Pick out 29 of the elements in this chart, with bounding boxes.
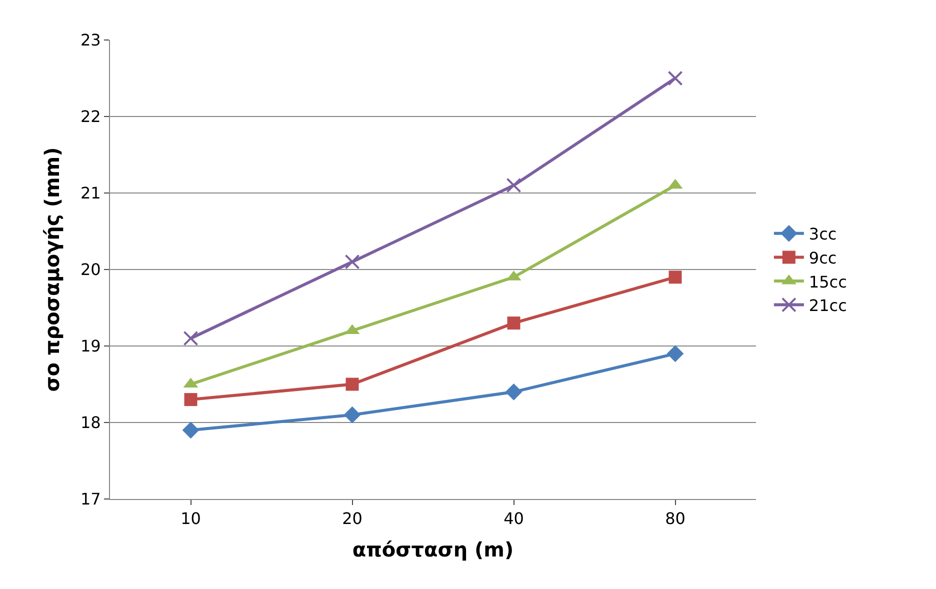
legend-label: 15cc	[808, 272, 847, 292]
y-axis-title: σο προσαμογής (mm)	[40, 147, 64, 392]
point	[182, 422, 200, 439]
point	[505, 383, 522, 400]
point	[344, 254, 360, 270]
x-axis-title: απόσταση (m)	[352, 538, 514, 562]
y-tick-label: 19	[80, 336, 101, 356]
point	[507, 316, 520, 330]
legend-label: 9cc	[808, 248, 837, 268]
x-tick-label: 10	[180, 509, 201, 528]
x-tick-label: 40	[504, 509, 524, 528]
y-tick-label: 23	[80, 30, 101, 50]
point	[344, 406, 361, 424]
y-tick-label: 17	[80, 490, 101, 509]
y-tick-label: 20	[80, 260, 101, 280]
point	[184, 393, 198, 406]
x-tick-label: 80	[665, 509, 686, 528]
point	[506, 178, 522, 193]
x-tick-label: 20	[342, 509, 362, 528]
point	[668, 70, 683, 86]
y-tick-label: 21	[80, 184, 101, 203]
point	[668, 270, 682, 284]
point	[666, 345, 684, 362]
y-tick-label: 22	[80, 107, 101, 126]
point	[183, 330, 198, 346]
legend-label: 3cc	[808, 224, 837, 244]
point	[346, 378, 359, 391]
legend-label: 21cc	[808, 296, 847, 316]
y-tick-label: 18	[80, 413, 101, 432]
